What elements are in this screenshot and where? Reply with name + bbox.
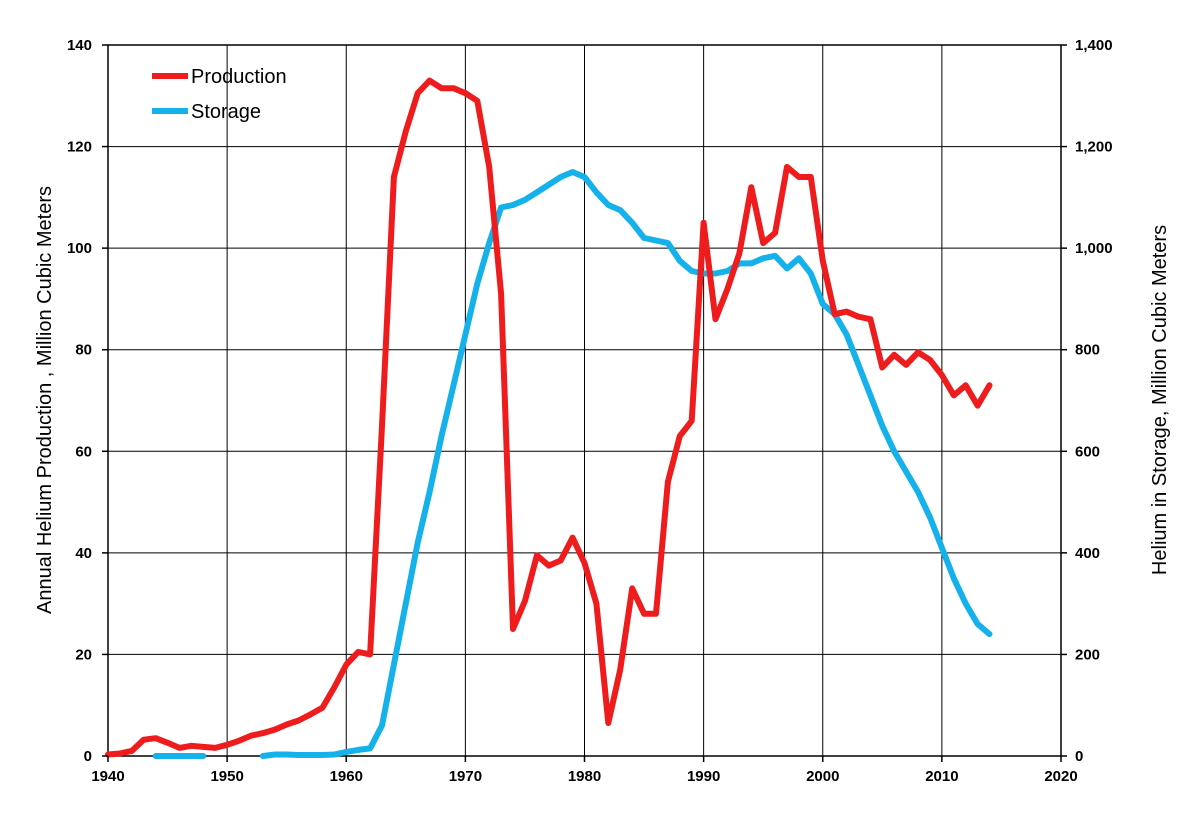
y2-tick-label: 1,200 xyxy=(1075,139,1113,156)
right-y-axis-tick-labels: 0 200 400 600 800 1,000 1,200 1,400 xyxy=(1061,37,1113,765)
x-tick-label: 2010 xyxy=(925,768,958,785)
x-tick-label: 1960 xyxy=(330,768,363,785)
y-tick-label: 20 xyxy=(75,646,92,663)
x-tick-label: 2000 xyxy=(806,768,839,785)
y-tick-label: 60 xyxy=(75,443,92,460)
left-y-axis-tick-labels: 0 20 40 60 80 100 120 140 xyxy=(67,37,108,765)
y-tick-label: 100 xyxy=(67,240,92,257)
x-tick-label: 1970 xyxy=(449,768,482,785)
right-y-axis-title: Helium in Storage, Million Cubic Meters xyxy=(1149,225,1171,575)
production-series-line xyxy=(105,77,993,758)
y2-tick-label: 400 xyxy=(1075,545,1100,562)
y-tick-label: 140 xyxy=(67,37,92,54)
y-tick-label: 80 xyxy=(75,342,92,359)
y2-tick-label: 1,000 xyxy=(1075,240,1113,257)
y2-tick-label: 600 xyxy=(1075,443,1100,460)
chart-grid xyxy=(108,45,1061,756)
series-layer xyxy=(105,77,993,759)
x-axis-tick-labels: 1940 1950 1960 1970 1980 1990 2000 2010 2020 xyxy=(91,756,1078,785)
x-tick-label: 1950 xyxy=(210,768,243,785)
y-tick-label: 0 xyxy=(84,748,92,765)
x-tick-label: 1980 xyxy=(568,768,601,785)
y2-tick-label: 1,400 xyxy=(1075,37,1113,54)
y-tick-label: 120 xyxy=(67,139,92,156)
storage-series-line xyxy=(259,169,993,759)
x-tick-label: 2020 xyxy=(1044,768,1077,785)
x-tick-label: 1940 xyxy=(91,768,124,785)
legend-label-production: Production xyxy=(191,66,287,88)
y2-tick-label: 800 xyxy=(1075,342,1100,359)
legend: Production Storage xyxy=(152,66,287,123)
y2-tick-label: 0 xyxy=(1075,748,1083,765)
y2-tick-label: 200 xyxy=(1075,646,1100,663)
left-y-axis-title: Annual Helium Production , Million Cubic… xyxy=(34,186,56,614)
x-tick-label: 1990 xyxy=(687,768,720,785)
legend-label-storage: Storage xyxy=(191,101,261,123)
y-tick-label: 40 xyxy=(75,545,92,562)
